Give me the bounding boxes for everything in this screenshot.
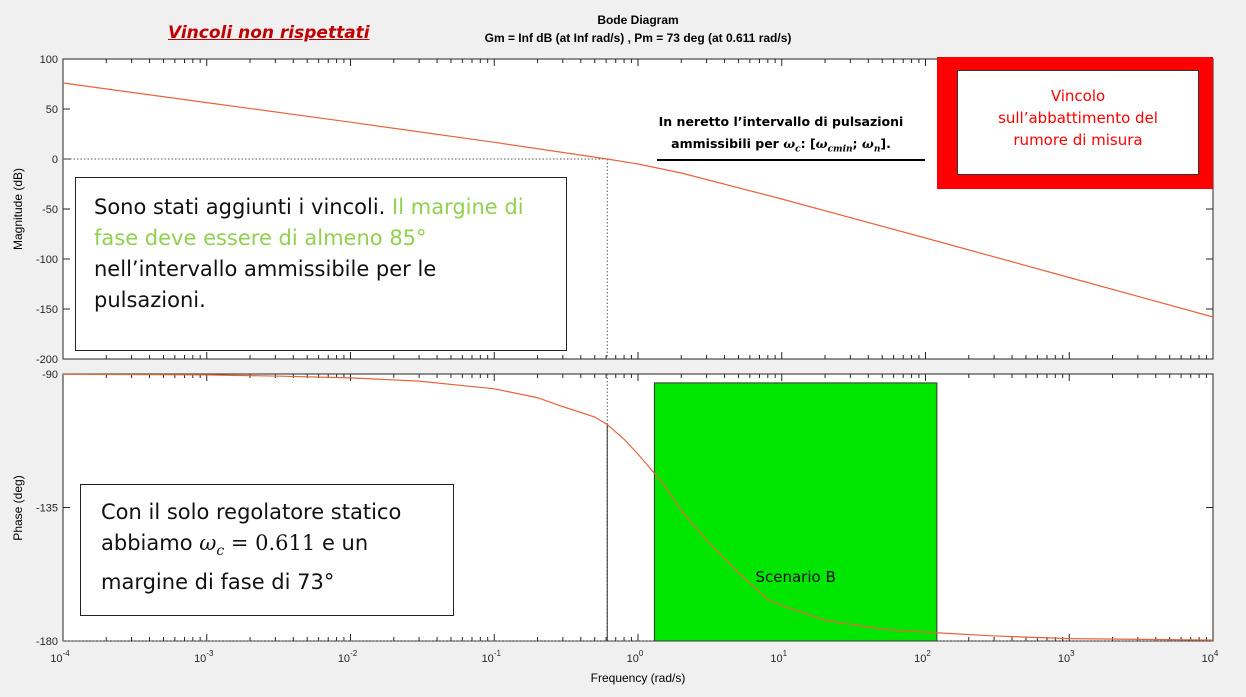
phase-tick-label: -90 <box>42 369 58 381</box>
x-tick-label: 10-3 <box>194 649 214 665</box>
phase-margin-requirement: Il margine di fase deve essere di almeno… <box>94 195 524 250</box>
scenario-b-label: Scenario B <box>755 568 835 586</box>
x-tick-exponent: 3 <box>1070 649 1075 658</box>
magnitude-axis-label: Magnitude (dB) <box>11 168 25 250</box>
magnitude-tick-label: 50 <box>46 104 58 116</box>
x-tick-exponent: -2 <box>350 649 358 658</box>
magnitude-tick-label: -50 <box>42 204 58 216</box>
scenario-b-region <box>653 382 938 642</box>
x-tick-label: 104 <box>1202 649 1219 665</box>
phase-tick-label: -135 <box>36 503 58 515</box>
phase-curve <box>62 373 1214 641</box>
magnitude-tick-label: 0 <box>52 154 58 166</box>
magnitude-tick-label: 100 <box>40 54 58 66</box>
noise-constraint-box: Vincolo sull’abbattimento del rumore di … <box>937 57 1213 189</box>
noise-line-3: rumore di misura <box>1013 131 1143 149</box>
x-tick-label: 10-1 <box>482 649 502 665</box>
magnitude-tick-label: -150 <box>36 304 58 316</box>
noise-line-1: Vincolo <box>1050 87 1106 105</box>
constraints-textbox: Sono stati aggiunti i vincoli. Il margin… <box>75 177 567 351</box>
x-tick-exponent: 2 <box>926 649 931 658</box>
x-tick-exponent: 0 <box>639 649 644 658</box>
chart-title: Bode Diagram <box>597 13 678 27</box>
magnitude-tick-label: -100 <box>36 254 58 266</box>
x-tick-exponent: 1 <box>783 649 788 658</box>
axis-labels: 10-4 10-3 10-2 10-1 100 101 102 103 104100500-50… <box>36 54 1219 665</box>
x-tick-label: 10-4 <box>50 649 70 665</box>
interval-line-1: In neretto l’intervallo di pulsazioni <box>658 114 904 129</box>
noise-constraint-inner: Vincolo sull’abbattimento del rumore di … <box>957 70 1199 175</box>
x-tick-label: 10-2 <box>338 649 358 665</box>
slide-heading: Vincoli non rispettati <box>168 23 370 43</box>
phase-tick-label: -180 <box>36 636 58 648</box>
magnitude-curve <box>62 82 1214 318</box>
x-tick-label: 103 <box>1058 649 1075 665</box>
x-tick-label: 102 <box>914 649 931 665</box>
x-tick-exponent: -1 <box>494 649 502 658</box>
noise-line-2: sull’abbattimento del <box>998 109 1158 127</box>
x-tick-label: 101 <box>770 649 787 665</box>
x-tick-label: 100 <box>627 649 644 665</box>
interval-annotation: In neretto l’intervallo di pulsazioni am… <box>620 111 942 161</box>
x-tick-exponent: -4 <box>63 649 71 658</box>
static-regulator-textbox: Con il solo regolatore statico abbiamo ω… <box>80 484 454 616</box>
interval-line-2: ammissibili per ωc: [ωcmin; ωn]. <box>671 136 891 155</box>
x-tick-exponent: -3 <box>206 649 214 658</box>
plot-curves <box>62 82 1214 642</box>
magnitude-tick-label: -200 <box>36 354 58 366</box>
phase-axis-label: Phase (deg) <box>11 475 25 540</box>
chart-subtitle: Gm = Inf dB (at Inf rad/s) , Pm = 73 deg… <box>485 31 792 45</box>
x-tick-exponent: 4 <box>1214 649 1219 658</box>
x-axis-label: Frequency (rad/s) <box>591 671 686 685</box>
